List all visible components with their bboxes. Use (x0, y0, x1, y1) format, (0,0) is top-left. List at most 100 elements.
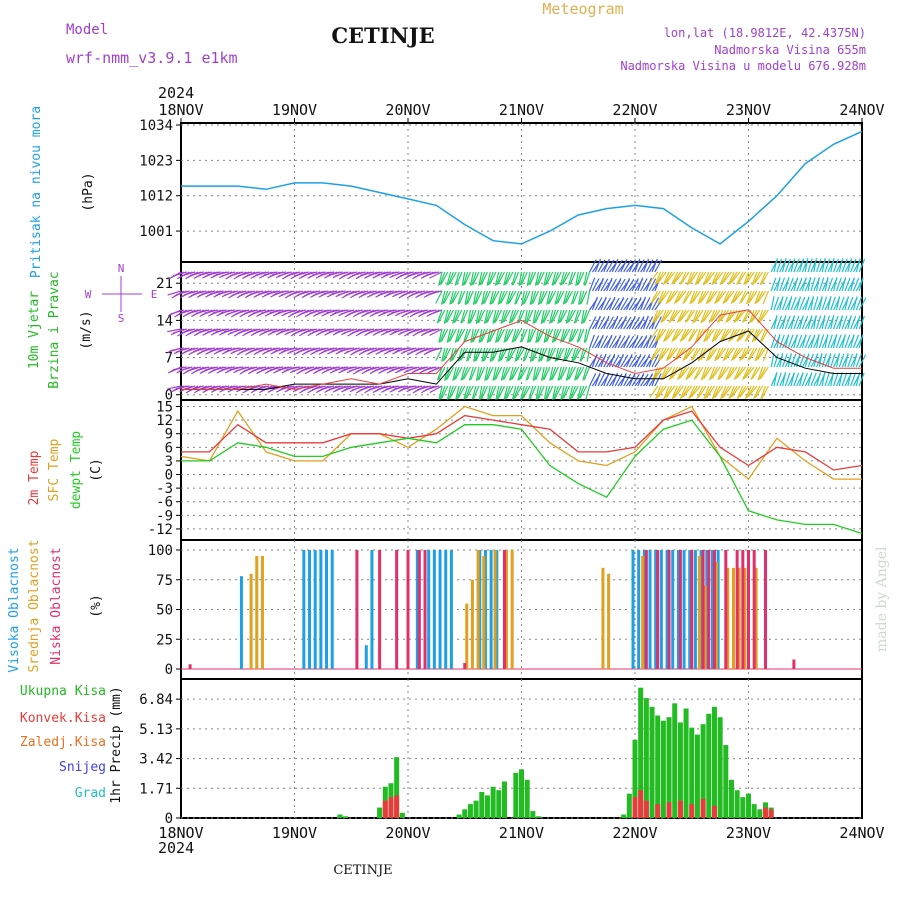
wind-barb (478, 271, 483, 286)
wind-barb (181, 271, 196, 277)
wind-barb (779, 296, 784, 311)
wind-barb (526, 309, 534, 324)
wind-barb (628, 297, 638, 311)
wind-barb (577, 271, 585, 286)
wind-barb (679, 385, 687, 400)
wind-unit-label: (m/s) (79, 310, 94, 349)
wind-barb (746, 385, 755, 399)
wind-barb (557, 366, 562, 381)
wind-barb (457, 290, 463, 305)
wind-barb (292, 309, 307, 315)
wind-barb (818, 277, 825, 292)
wind-barb (491, 290, 500, 304)
wind-barb (472, 328, 480, 343)
wind-barb (740, 347, 750, 361)
wind-barb (721, 385, 730, 399)
wind-barb (438, 328, 443, 343)
year-top: 2024 (158, 84, 194, 102)
pressure-unit-label: (hPa) (81, 172, 96, 211)
wind-barb (360, 328, 375, 334)
wind-barb (280, 290, 295, 296)
wind-barb (844, 277, 851, 292)
wind-barb (475, 366, 480, 381)
wind-barb (729, 328, 738, 342)
wind-barb (722, 347, 730, 362)
wind-barb (689, 290, 696, 305)
wind-barb (385, 328, 400, 333)
cloud-bar-1 (642, 550, 646, 669)
precip-bar-1 (536, 816, 542, 818)
y-tick-label: -6 (156, 495, 173, 511)
wind-barb (314, 347, 329, 352)
wind-barb (526, 366, 534, 381)
wind-barb (578, 290, 582, 305)
wind-barb (591, 335, 600, 349)
wind-barb (252, 309, 267, 314)
wind-barb (334, 309, 349, 314)
wind-barb (704, 271, 713, 285)
wind-barb (691, 290, 701, 303)
wind-gust-line (181, 309, 862, 390)
wind-barb (801, 334, 807, 349)
temp-2m-line (181, 410, 863, 471)
wind-barb (798, 258, 805, 273)
wind-barb (501, 309, 508, 324)
cloud-bar-3 (406, 550, 410, 669)
wind-barb (833, 277, 838, 292)
wind-barb (510, 309, 517, 324)
wind-barb (745, 271, 755, 284)
wind-barb (464, 271, 471, 286)
wind-barb (654, 316, 662, 330)
wind-barb (841, 315, 848, 330)
wind-barb (697, 290, 704, 305)
wind-barb (554, 290, 559, 305)
cloud-bar-2 (754, 567, 758, 669)
cloud-bar-1 (631, 550, 635, 669)
wind-barb (707, 347, 715, 361)
wind-barb (357, 309, 372, 315)
wind-barb (312, 385, 326, 391)
wind-barb (719, 328, 727, 343)
wind-barb (653, 309, 662, 323)
wind-barb (474, 347, 480, 362)
wind-barb (654, 259, 663, 273)
wind-barb (827, 296, 832, 311)
wind-barb (665, 271, 676, 284)
wind-barb (594, 372, 601, 387)
wind-barb (751, 366, 761, 380)
wind-barb (835, 334, 842, 349)
wind-barb (489, 385, 497, 399)
precip-bar-1 (513, 772, 519, 818)
wind-barb (511, 271, 517, 286)
wind-barb (215, 328, 230, 333)
wind-barb (628, 259, 637, 273)
wind-barb (770, 334, 777, 349)
wind-barb (246, 328, 261, 334)
wind-barb (354, 290, 369, 296)
wind-barb (730, 271, 741, 284)
wind-barb (758, 366, 767, 380)
x-tick-label-bottom: 22NOV (612, 824, 657, 842)
wind-barb (419, 347, 434, 353)
wind-barb (810, 372, 817, 387)
wind-barb (309, 366, 324, 372)
wind-barb (456, 385, 463, 400)
wind-barb (280, 385, 295, 390)
precip-bar-1 (337, 814, 343, 818)
wind-barb (703, 366, 713, 379)
wind-barb (816, 277, 820, 292)
wind-barb (323, 347, 338, 352)
wind-barb (664, 385, 673, 399)
wind-barb (511, 385, 517, 400)
cloud-bar-1 (699, 550, 703, 669)
wind-barb (835, 296, 841, 311)
wind-barb (701, 309, 710, 323)
wind-barb (776, 334, 781, 349)
wind-ylabel-1: 10m Vjetar (27, 291, 42, 369)
wind-barb (534, 309, 542, 323)
wind-barb (752, 328, 761, 342)
wind-barb (184, 347, 199, 353)
wind-barb (528, 385, 534, 400)
wind-barb (683, 347, 693, 361)
wind-barb (464, 328, 471, 343)
